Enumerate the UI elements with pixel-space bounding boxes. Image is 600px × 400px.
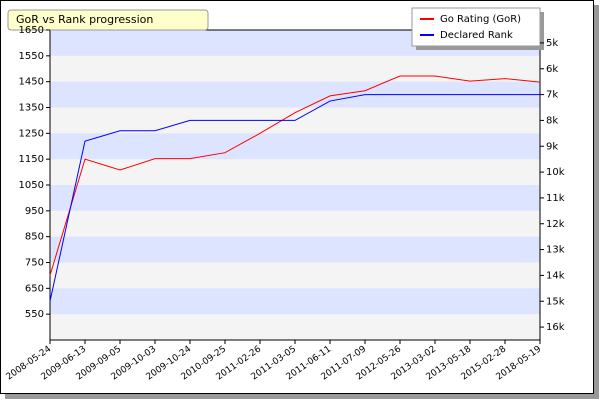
band — [50, 236, 540, 263]
y2-tick-label: 13k — [546, 245, 565, 256]
y-tick-label: 550 — [25, 309, 44, 320]
y2-tick-label: 9k — [546, 141, 558, 152]
y-tick-label: 1250 — [19, 128, 44, 139]
legend-label: Declared Rank — [440, 30, 513, 41]
legend-label: Go Rating (GoR) — [440, 14, 521, 25]
title-box — [7, 9, 209, 31]
y2-tick-label: 11k — [546, 193, 565, 204]
y-tick-label: 750 — [25, 258, 44, 269]
y-tick-label: 1650 — [19, 25, 44, 36]
y-tick-label: 950 — [25, 206, 44, 217]
y2-tick-label: 15k — [546, 296, 565, 307]
y-tick-label: 1550 — [19, 51, 44, 62]
y2-tick-label: 7k — [546, 90, 558, 101]
band — [50, 288, 540, 315]
y2-tick-label: 8k — [546, 115, 558, 126]
y-tick-label: 1350 — [19, 103, 44, 114]
chart-title: GoR vs Rank progression — [16, 13, 153, 26]
frame-shadow — [594, 5, 599, 398]
y2-tick-label: 10k — [546, 167, 565, 178]
band — [50, 185, 540, 211]
y-tick-label: 1450 — [19, 77, 44, 88]
frame-shadow — [5, 394, 599, 399]
y2-tick-label: 12k — [546, 219, 565, 230]
legend — [411, 7, 541, 47]
y-tick-label: 650 — [25, 283, 44, 294]
y2-tick-label: 16k — [546, 322, 565, 333]
y-tick-label: 1150 — [19, 154, 44, 165]
series-line — [49, 75, 541, 276]
y2-tick-label: 5k — [546, 38, 558, 49]
band — [50, 133, 540, 160]
y-tick-label: 850 — [25, 232, 44, 243]
series-line — [49, 94, 540, 302]
y2-tick-label: 14k — [546, 270, 565, 281]
y2-tick-label: 6k — [546, 64, 558, 75]
y-tick-label: 1050 — [19, 180, 44, 191]
